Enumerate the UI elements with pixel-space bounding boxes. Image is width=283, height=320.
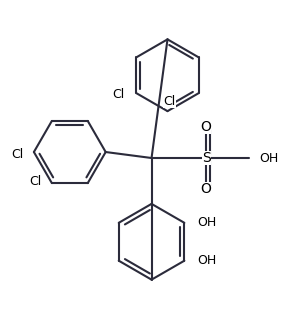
Text: Cl: Cl bbox=[112, 88, 125, 101]
Text: Cl: Cl bbox=[12, 148, 24, 161]
Text: Cl: Cl bbox=[163, 95, 176, 108]
Text: S: S bbox=[202, 151, 211, 165]
Text: OH: OH bbox=[197, 254, 216, 267]
Text: OH: OH bbox=[259, 151, 278, 164]
Text: Cl: Cl bbox=[30, 175, 42, 188]
Text: OH: OH bbox=[197, 216, 216, 229]
Text: O: O bbox=[200, 182, 211, 196]
Text: O: O bbox=[200, 120, 211, 134]
